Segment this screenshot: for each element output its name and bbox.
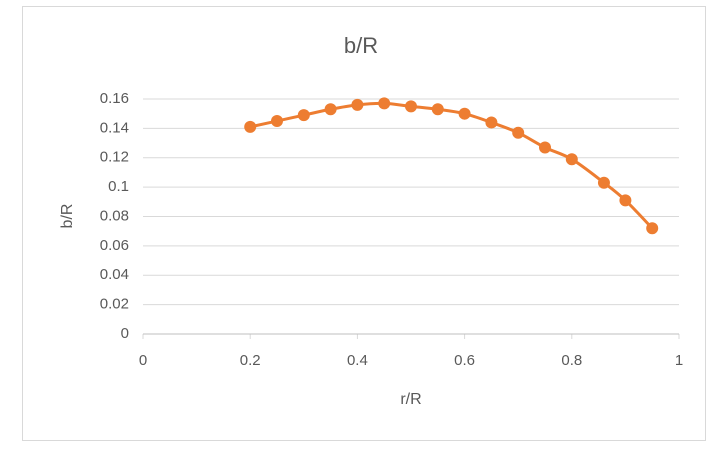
y-axis-title: b/R [59, 204, 76, 229]
x-tick-label: 0.2 [240, 352, 261, 369]
data-point [646, 222, 659, 235]
data-point [485, 116, 498, 129]
x-tick-label: 1 [675, 352, 683, 369]
data-point [512, 126, 525, 139]
data-point [378, 97, 391, 110]
y-tick-label: 0 [121, 325, 129, 342]
data-point [405, 100, 417, 113]
chart-title: b/R [344, 33, 378, 58]
y-tick-label: 0.16 [100, 90, 129, 107]
series-line [249, 101, 654, 230]
data-point [539, 141, 551, 154]
y-tick-label: 0.08 [100, 207, 129, 224]
data-point [271, 115, 283, 128]
y-tick-label: 0.12 [100, 149, 129, 166]
data-point [431, 103, 444, 116]
y-tick-label: 0.1 [108, 178, 129, 195]
chart-area [22, 6, 706, 441]
data-point [244, 120, 257, 133]
y-tick-label: 0.06 [100, 237, 129, 254]
data-point [619, 194, 632, 207]
x-tick-label: 0.4 [347, 352, 368, 369]
data-point [565, 153, 578, 166]
data-point [458, 107, 471, 120]
y-tick-label: 0.02 [100, 296, 129, 313]
y-tick-label: 0.04 [100, 266, 129, 283]
data-point [351, 98, 364, 111]
x-tick-label: 0 [139, 352, 147, 369]
x-tick-label: 0.6 [454, 352, 475, 369]
data-point [324, 103, 337, 116]
x-axis-title: r/R [400, 391, 421, 408]
x-tick-label: 0.8 [561, 352, 582, 369]
data-point [297, 109, 310, 122]
y-tick-label: 0.14 [100, 119, 129, 136]
data-point [597, 176, 610, 189]
